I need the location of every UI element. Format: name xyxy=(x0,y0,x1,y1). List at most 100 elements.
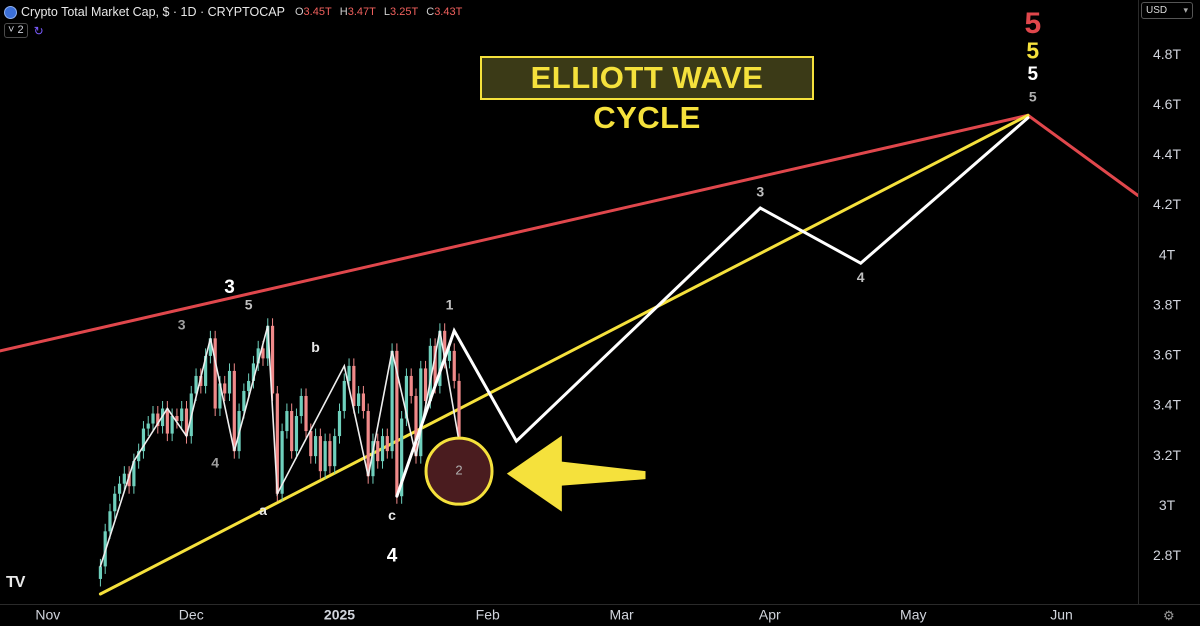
y-tick-label: 3.4T xyxy=(1153,397,1181,413)
candle-body xyxy=(170,416,174,434)
indicator-row: ˅ 2 ↻ xyxy=(4,23,44,38)
chart-title: ELLIOTT WAVE CYCLE xyxy=(480,56,814,135)
arrow-shape xyxy=(506,435,646,512)
candle-body xyxy=(376,441,380,462)
currency-select[interactable]: USD xyxy=(1141,2,1193,19)
candle-body xyxy=(457,380,461,442)
candle-body xyxy=(218,383,222,409)
candle-body xyxy=(280,431,284,494)
x-axis[interactable]: Nov Dec 2025 Feb Mar Apr May Jun xyxy=(0,604,1200,623)
candle-body xyxy=(419,368,423,457)
candle-body xyxy=(108,511,112,532)
ohlc-open-value: 3.45T xyxy=(303,6,332,18)
settings-gear-icon[interactable]: ⚙ xyxy=(1163,608,1175,623)
candle-body xyxy=(98,566,103,579)
ohlc-values: O3.45T H3.47T L3.25T C3.43T xyxy=(295,6,467,18)
candle-body xyxy=(299,395,303,417)
candle-body xyxy=(304,395,308,432)
crypto-logo-icon xyxy=(4,5,17,19)
candle-body xyxy=(194,375,198,394)
candle-body xyxy=(371,441,375,477)
candle-body xyxy=(400,418,404,497)
wave-label: 3 xyxy=(178,317,186,333)
tradingview-logo-icon[interactable]: TV xyxy=(6,574,25,591)
y-tick-label: 3T xyxy=(1159,497,1176,513)
candle-body xyxy=(352,365,356,407)
y-tick-label: 4.2T xyxy=(1153,196,1181,212)
candle-body xyxy=(180,408,184,422)
candle-body xyxy=(137,451,141,462)
candle-body xyxy=(357,393,361,407)
candle-body xyxy=(404,375,409,419)
wave-projection-line xyxy=(395,116,1030,498)
candle-body xyxy=(132,461,136,487)
candle-body xyxy=(213,338,217,409)
candle-body xyxy=(285,411,289,432)
ohlc-close-value: 3.43T xyxy=(434,6,463,18)
candle-body xyxy=(141,428,146,452)
wave-label: 4 xyxy=(387,545,398,566)
candle-body xyxy=(199,375,203,386)
candle-body xyxy=(184,408,189,437)
candle-body xyxy=(313,436,318,457)
candle-body xyxy=(452,350,456,381)
candle-body xyxy=(385,436,389,452)
candle-body xyxy=(361,393,365,412)
candle-body xyxy=(443,330,447,361)
y-tick-label: 3.6T xyxy=(1153,347,1181,363)
candle-body xyxy=(414,395,418,457)
wave-label: 5 xyxy=(1026,38,1039,64)
wave-label: 1 xyxy=(446,296,454,312)
candle-body xyxy=(208,338,212,356)
candle-body xyxy=(175,416,179,422)
y-axis[interactable]: 2.8T 3T 3.2T 3.4T 3.6T 3.8T 4T 4.2T 4.4T 4.6T 4.8T xyxy=(1138,0,1200,626)
candle-body xyxy=(127,473,131,487)
ohlc-open-key: O xyxy=(294,6,304,18)
candle-body xyxy=(390,350,394,452)
yellow-trendline-group xyxy=(98,113,1030,596)
candle-body xyxy=(165,408,169,434)
wave-label: 3 xyxy=(224,277,235,298)
candle-body xyxy=(275,393,279,494)
candle-body xyxy=(438,330,442,386)
x-tick-label: 2025 xyxy=(324,607,355,623)
candle-body xyxy=(232,370,236,452)
x-tick-label: Feb xyxy=(476,607,500,623)
candle-body xyxy=(342,380,346,412)
candle-body xyxy=(151,413,155,424)
chart-header: Crypto Total Market Cap, $ · 1D · CRYPTO… xyxy=(4,3,467,21)
candle-body xyxy=(266,325,270,359)
y-tick-label: 4T xyxy=(1159,246,1176,262)
wave-label: 5 xyxy=(1029,88,1037,104)
y-tick-label: 2.8T xyxy=(1153,547,1181,563)
candle-body xyxy=(247,380,251,391)
symbol-title[interactable]: Crypto Total Market Cap, $ · 1D · CRYPTO… xyxy=(21,5,285,19)
wave-path-thin-group xyxy=(99,325,460,568)
candle-body xyxy=(290,411,294,452)
ohlc-high-value: 3.47T xyxy=(347,6,376,18)
candle-body xyxy=(395,350,399,497)
candle-body xyxy=(409,375,413,396)
y-axis-background xyxy=(1138,0,1200,626)
candle-body xyxy=(366,411,370,477)
candle-body xyxy=(256,348,260,364)
candle-body xyxy=(122,473,126,484)
candle-body xyxy=(113,493,117,512)
candle-body xyxy=(318,436,322,472)
wave-label: 5 xyxy=(1024,7,1041,40)
collapse-button[interactable]: ˅ 2 xyxy=(4,23,28,38)
candle-body xyxy=(323,441,327,472)
y-tick-label: 3.2T xyxy=(1153,447,1181,463)
candle-body xyxy=(433,345,437,386)
candle-body xyxy=(337,411,342,437)
x-tick-label: May xyxy=(900,607,926,623)
candle-body xyxy=(423,368,428,401)
candle-body xyxy=(447,350,452,361)
ohlc-low-value: 3.25T xyxy=(390,6,419,18)
candle-body xyxy=(380,436,385,462)
wave-label: 4 xyxy=(857,269,865,285)
candle-body xyxy=(294,416,299,452)
target-circle xyxy=(424,436,494,506)
